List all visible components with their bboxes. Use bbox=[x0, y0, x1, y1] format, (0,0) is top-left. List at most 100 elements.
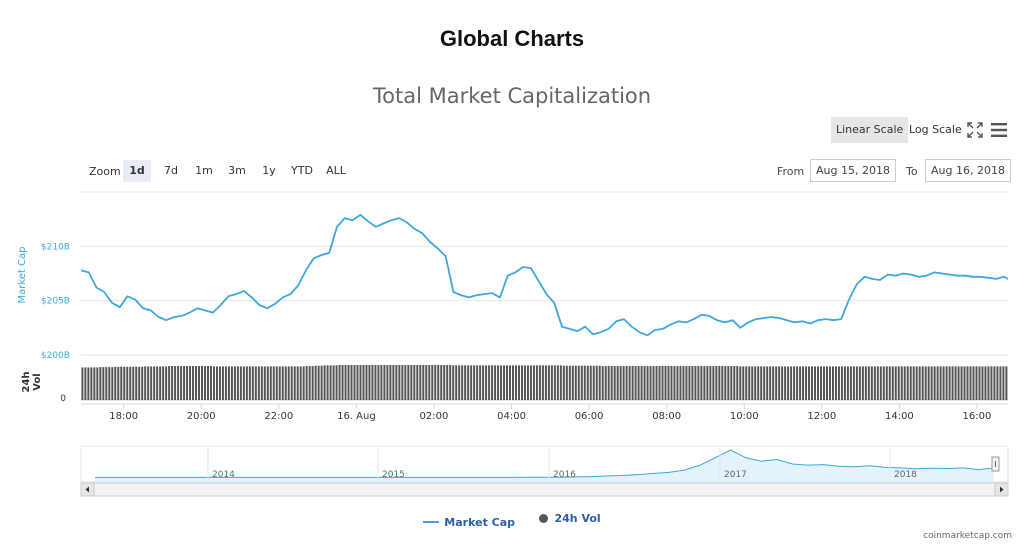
volume-bar[interactable] bbox=[428, 365, 431, 400]
volume-bar[interactable] bbox=[864, 366, 867, 400]
volume-bar[interactable] bbox=[299, 366, 302, 400]
volume-bar[interactable] bbox=[676, 366, 679, 400]
volume-bar[interactable] bbox=[509, 365, 512, 400]
volume-bar[interactable] bbox=[329, 365, 332, 400]
market-cap-series-line[interactable] bbox=[80, 213, 1009, 337]
volume-bar[interactable] bbox=[174, 366, 177, 400]
legend-24h-vol[interactable]: 24h Vol bbox=[539, 512, 601, 525]
volume-bar[interactable] bbox=[257, 366, 260, 400]
volume-bar[interactable] bbox=[523, 365, 526, 400]
volume-bar[interactable] bbox=[912, 366, 915, 400]
from-date-input[interactable] bbox=[810, 159, 896, 182]
volume-bar[interactable] bbox=[407, 365, 410, 400]
volume-bar[interactable] bbox=[751, 366, 754, 400]
volume-bar[interactable] bbox=[183, 366, 186, 400]
volume-bar[interactable] bbox=[538, 365, 541, 400]
volume-bar[interactable] bbox=[144, 366, 147, 400]
volume-bar[interactable] bbox=[861, 366, 864, 400]
volume-bar[interactable] bbox=[192, 366, 195, 400]
volume-bar[interactable] bbox=[359, 365, 362, 400]
volume-bar[interactable] bbox=[900, 366, 903, 400]
volume-bar[interactable] bbox=[553, 365, 556, 400]
volume-bar[interactable] bbox=[586, 365, 589, 400]
volume-bar[interactable] bbox=[425, 365, 428, 400]
volume-bar[interactable] bbox=[571, 365, 574, 400]
volume-bar[interactable] bbox=[395, 365, 398, 400]
volume-bar[interactable] bbox=[610, 366, 613, 400]
volume-bar[interactable] bbox=[114, 366, 117, 400]
volume-bar[interactable] bbox=[595, 365, 598, 400]
volume-bar[interactable] bbox=[643, 366, 646, 400]
volume-bar[interactable] bbox=[526, 365, 529, 400]
volume-bar[interactable] bbox=[933, 366, 936, 400]
volume-bar[interactable] bbox=[344, 365, 347, 400]
volume-bar[interactable] bbox=[664, 366, 667, 400]
volume-bar[interactable] bbox=[619, 366, 622, 400]
volume-bar[interactable] bbox=[266, 366, 269, 400]
volume-bar[interactable] bbox=[954, 366, 957, 400]
volume-bar[interactable] bbox=[909, 366, 912, 400]
volume-bar[interactable] bbox=[209, 366, 212, 400]
volume-bar[interactable] bbox=[837, 366, 840, 400]
volume-bar[interactable] bbox=[607, 366, 610, 400]
volume-bar[interactable] bbox=[449, 365, 452, 400]
volume-bar[interactable] bbox=[727, 366, 730, 400]
volume-bar[interactable] bbox=[236, 366, 239, 400]
volume-bar[interactable] bbox=[129, 366, 132, 400]
volume-bar[interactable] bbox=[90, 367, 93, 400]
volume-bar[interactable] bbox=[583, 365, 586, 400]
volume-bar[interactable] bbox=[362, 365, 365, 400]
volume-bar[interactable] bbox=[823, 366, 825, 400]
menu-icon[interactable] bbox=[990, 121, 1008, 139]
zoom-all-button[interactable]: ALL bbox=[326, 164, 346, 177]
volume-bar[interactable] bbox=[446, 365, 449, 400]
volume-bar[interactable] bbox=[927, 366, 930, 400]
volume-bar[interactable] bbox=[126, 366, 129, 400]
volume-bar[interactable] bbox=[793, 366, 796, 400]
volume-bar[interactable] bbox=[781, 366, 784, 400]
volume-bar[interactable] bbox=[514, 365, 517, 400]
volume-bar[interactable] bbox=[556, 365, 559, 400]
volume-bar[interactable] bbox=[302, 366, 305, 400]
volume-bar[interactable] bbox=[778, 366, 781, 400]
volume-bar[interactable] bbox=[966, 366, 969, 400]
volume-bar[interactable] bbox=[658, 366, 661, 400]
volume-bar[interactable] bbox=[808, 366, 811, 400]
volume-bar[interactable] bbox=[467, 365, 470, 400]
volume-bar[interactable] bbox=[930, 366, 933, 400]
volume-bar[interactable] bbox=[697, 366, 700, 400]
volume-bar[interactable] bbox=[260, 366, 263, 400]
volume-bar[interactable] bbox=[198, 366, 201, 400]
volume-bar[interactable] bbox=[948, 366, 951, 400]
volume-bar[interactable] bbox=[906, 366, 909, 400]
volume-bar[interactable] bbox=[574, 365, 577, 400]
volume-bar[interactable] bbox=[802, 366, 805, 400]
zoom-ytd-button[interactable]: YTD bbox=[291, 164, 313, 177]
volume-bar[interactable] bbox=[834, 366, 837, 400]
volume-bar[interactable] bbox=[517, 365, 520, 400]
volume-bar[interactable] bbox=[380, 365, 383, 400]
volume-bar[interactable] bbox=[308, 366, 311, 400]
volume-bar[interactable] bbox=[846, 366, 849, 400]
volume-bar[interactable] bbox=[772, 366, 775, 400]
volume-bar[interactable] bbox=[712, 366, 715, 400]
volume-bar[interactable] bbox=[655, 366, 658, 400]
volume-bar[interactable] bbox=[736, 366, 739, 400]
volume-bar[interactable] bbox=[820, 366, 822, 400]
volume-bar[interactable] bbox=[138, 366, 141, 400]
volume-bar[interactable] bbox=[383, 365, 386, 400]
volume-bar[interactable] bbox=[625, 366, 628, 400]
volume-bar[interactable] bbox=[805, 366, 808, 400]
volume-bar[interactable] bbox=[416, 365, 419, 400]
volume-bar[interactable] bbox=[254, 366, 257, 400]
volume-bar[interactable] bbox=[858, 366, 861, 400]
volume-bar[interactable] bbox=[135, 366, 138, 400]
volume-bar[interactable] bbox=[622, 366, 625, 400]
volume-bar[interactable] bbox=[577, 365, 580, 400]
volume-bar[interactable] bbox=[915, 366, 918, 400]
volume-bar[interactable] bbox=[745, 366, 748, 400]
volume-bar[interactable] bbox=[437, 365, 440, 400]
volume-bar[interactable] bbox=[867, 366, 870, 400]
volume-bar[interactable] bbox=[296, 366, 299, 400]
